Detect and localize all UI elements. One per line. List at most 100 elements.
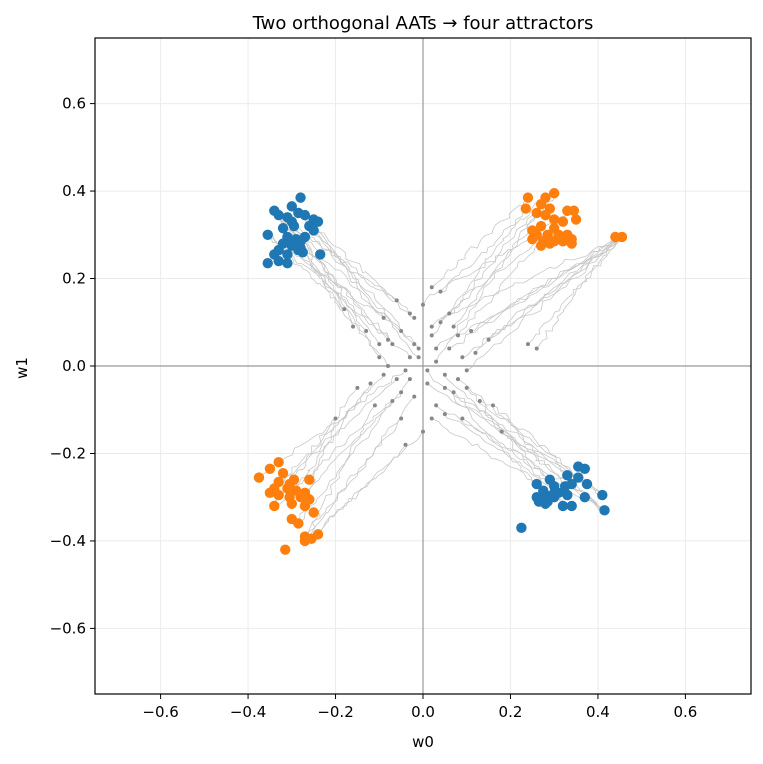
y-tick-label: 0.6 xyxy=(62,95,86,113)
start-point xyxy=(386,364,391,368)
trajectory-line xyxy=(422,197,546,306)
attractor-point-blue xyxy=(282,249,293,260)
attractor-point-blue xyxy=(540,498,551,509)
attractor-point-orange xyxy=(253,472,265,483)
start-point xyxy=(460,416,465,421)
start-point xyxy=(421,429,425,434)
attractor-point-orange xyxy=(570,214,582,225)
trajectory-line xyxy=(431,197,529,288)
trajectory-line xyxy=(435,236,623,349)
start-point xyxy=(394,298,399,303)
attractor-point-orange xyxy=(520,203,531,214)
attractor-point-orange xyxy=(312,529,324,540)
attractor-point-blue xyxy=(295,192,306,203)
trajectory-line xyxy=(466,387,564,507)
start-point xyxy=(434,346,439,351)
y-tick-label: 0.0 xyxy=(62,357,86,375)
attractor-point-orange xyxy=(280,544,291,555)
attractor-point-blue xyxy=(273,209,284,221)
trajectory-line xyxy=(466,236,623,371)
attractor-point-orange xyxy=(293,518,304,529)
start-point xyxy=(399,416,404,421)
attractor-point-orange xyxy=(299,500,311,512)
start-point xyxy=(438,289,443,294)
attractor-point-orange xyxy=(299,535,311,547)
attractor-point-orange xyxy=(304,474,315,485)
attractor-point-orange xyxy=(264,487,276,499)
attractor-point-orange xyxy=(531,207,542,219)
attractor-point-blue xyxy=(282,258,293,269)
trajectory-line xyxy=(298,212,419,349)
start-point xyxy=(490,403,495,408)
start-point xyxy=(486,337,491,342)
attractor-point-blue xyxy=(597,489,608,501)
trajectory-line xyxy=(536,236,616,349)
start-point xyxy=(473,350,478,355)
attractor-point-blue xyxy=(286,201,297,212)
start-point xyxy=(425,381,430,386)
start-point xyxy=(434,403,439,408)
attractor-point-orange xyxy=(535,220,547,232)
start-point xyxy=(451,390,456,395)
attractor-point-blue xyxy=(562,489,573,501)
start-point xyxy=(447,346,452,351)
start-point xyxy=(390,398,395,403)
start-point xyxy=(451,324,456,329)
attractor-point-orange xyxy=(557,236,569,247)
trajectory-line xyxy=(298,378,411,524)
start-point xyxy=(412,394,417,399)
y-tick-label: −0.2 xyxy=(50,444,86,462)
start-point xyxy=(368,381,373,386)
attractor-point-orange xyxy=(264,463,276,474)
start-point xyxy=(429,416,434,421)
attractor-point-blue xyxy=(579,492,591,503)
x-tick-label: −0.2 xyxy=(317,703,353,721)
start-point xyxy=(434,359,439,364)
trajectory-line xyxy=(258,370,406,478)
attractor-point-blue xyxy=(531,478,542,490)
trajectory-line xyxy=(304,405,376,541)
attractor-point-orange xyxy=(557,216,569,227)
start-point xyxy=(372,403,377,408)
trajectory-line xyxy=(492,405,603,496)
start-point xyxy=(447,311,452,316)
start-point xyxy=(469,329,474,334)
trajectory-line xyxy=(527,236,623,345)
attractor-point-orange xyxy=(544,238,556,249)
trajectory-line xyxy=(440,208,527,323)
start-point xyxy=(399,390,404,395)
attractor-point-orange xyxy=(282,483,293,494)
start-point xyxy=(394,377,399,382)
attractor-point-blue xyxy=(566,478,577,490)
attractor-point-orange xyxy=(273,457,284,468)
attractor-point-blue xyxy=(262,229,273,240)
y-tick-label: −0.6 xyxy=(50,619,86,637)
start-point xyxy=(416,355,421,360)
y-tick-label: −0.4 xyxy=(50,532,86,550)
chart-title: Two orthogonal AATs → four attractors xyxy=(252,13,594,34)
start-point xyxy=(499,429,504,434)
start-point xyxy=(534,346,539,351)
attractor-point-blue xyxy=(312,216,324,227)
x-tick-label: −0.6 xyxy=(142,703,178,721)
start-point xyxy=(377,342,382,347)
data-points xyxy=(253,188,628,555)
attractor-point-blue xyxy=(273,255,284,267)
start-point xyxy=(464,368,469,373)
attractor-point-blue xyxy=(557,500,569,512)
x-tick-label: 0.0 xyxy=(411,703,435,721)
start-point xyxy=(442,385,447,390)
reference-lines xyxy=(95,38,751,694)
y-tick-label: 0.2 xyxy=(62,270,86,288)
attractor-point-blue xyxy=(562,470,573,481)
attractor-point-blue xyxy=(579,463,591,474)
trajectory-line xyxy=(300,391,402,498)
start-point xyxy=(351,324,356,329)
attractor-point-orange xyxy=(535,198,547,210)
start-point xyxy=(355,385,360,390)
attractor-point-orange xyxy=(286,498,297,509)
start-point xyxy=(407,377,412,382)
x-axis-label: w0 xyxy=(412,733,434,751)
